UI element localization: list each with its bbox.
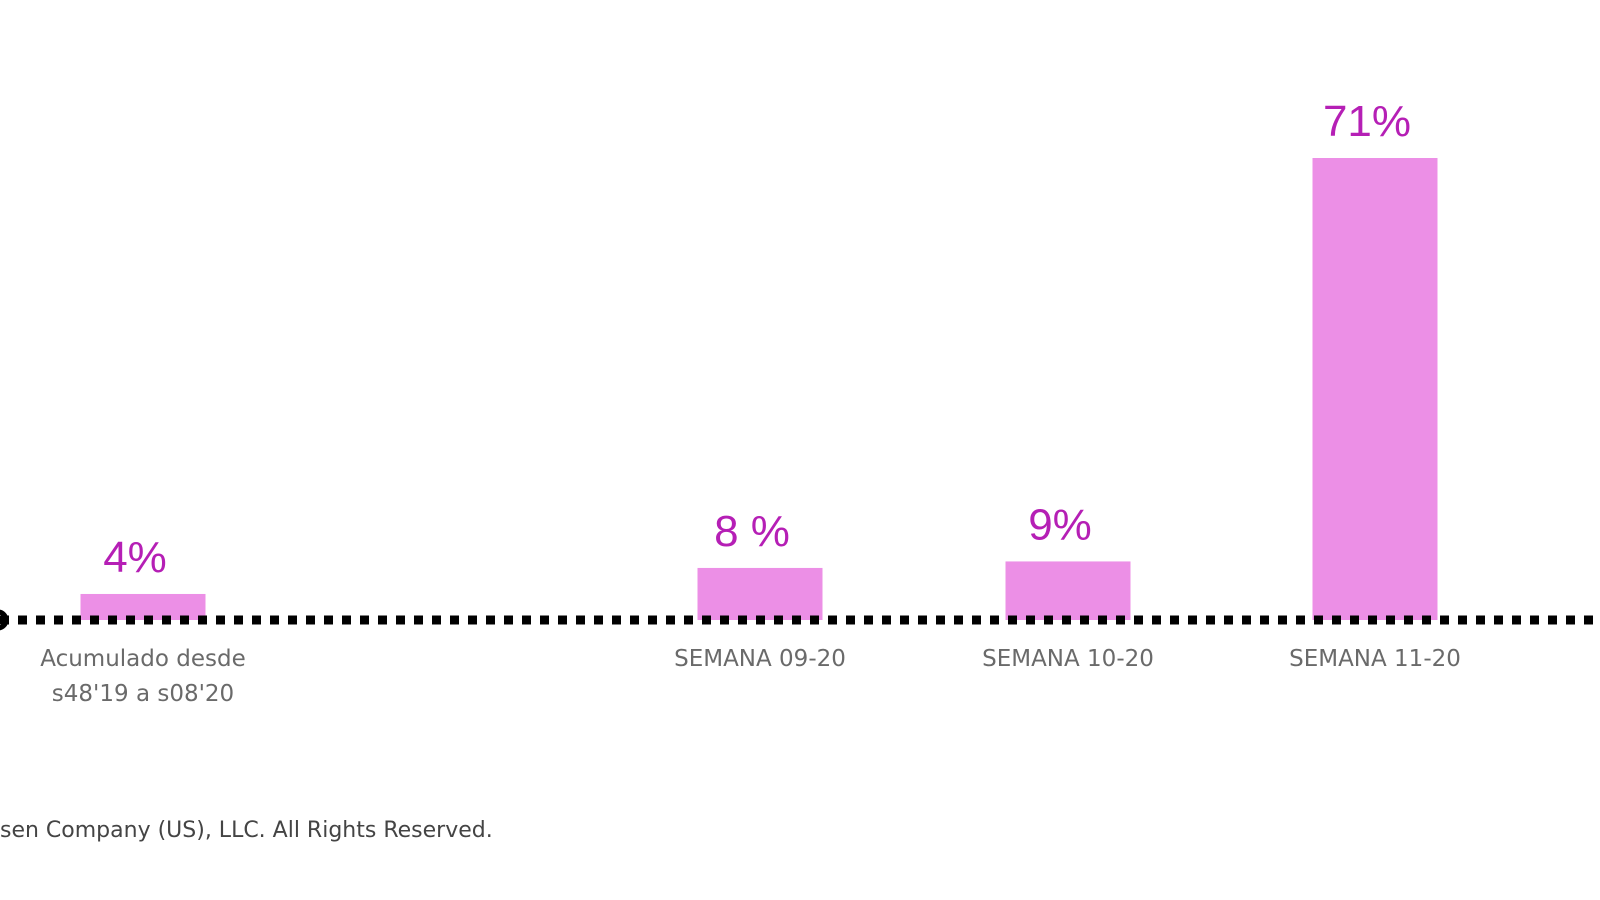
baseline-marker [0, 609, 9, 631]
data-label: 4% [103, 533, 167, 582]
category-label: SEMANA 10-20 [982, 646, 1154, 672]
bar [697, 567, 823, 620]
category-label: Acumulado desde [40, 646, 245, 672]
category-label: SEMANA 11-20 [1289, 646, 1461, 672]
category-label: s48'19 a s08'20 [52, 681, 234, 707]
bar [1312, 158, 1438, 620]
data-label: 9% [1028, 500, 1092, 549]
data-label: 8 % [714, 507, 790, 556]
data-label: 71% [1323, 97, 1411, 146]
category-label: SEMANA 09-20 [674, 646, 846, 672]
bar [1005, 561, 1131, 620]
copyright-footer: sen Company (US), LLC. All Rights Reserv… [0, 818, 493, 843]
